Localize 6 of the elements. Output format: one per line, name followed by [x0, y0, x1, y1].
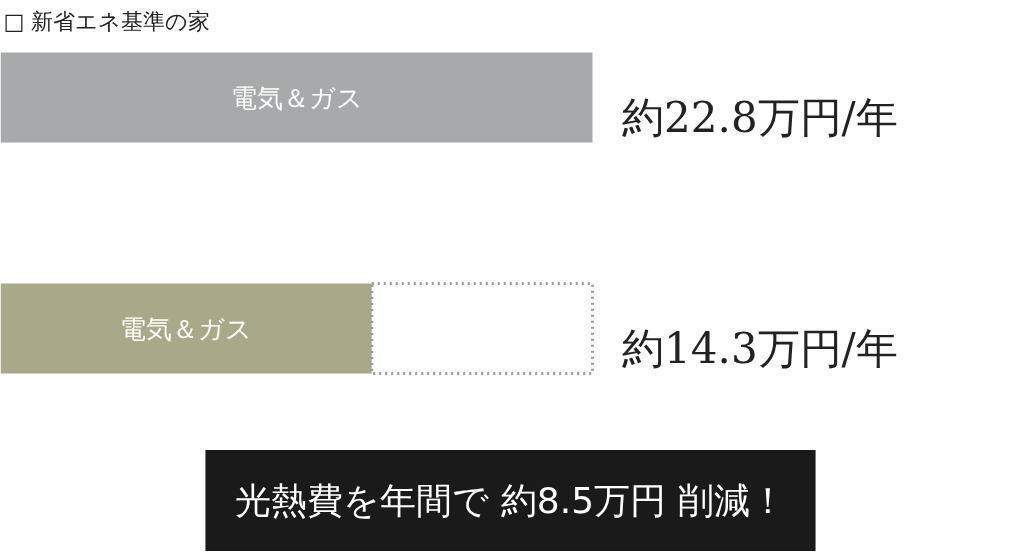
data-label: 約14.3万円/年 [622, 324, 898, 373]
annotation: 光熱費を年間で 約8.5万円 削減！ [235, 480, 786, 521]
text: 電気＆ガス [120, 313, 253, 344]
y-tick-label: □ 新省エネ基準の家 [3, 9, 211, 34]
data-label: 約22.8万円/年 [622, 93, 898, 142]
series-label: 電気＆ガス [230, 82, 363, 113]
